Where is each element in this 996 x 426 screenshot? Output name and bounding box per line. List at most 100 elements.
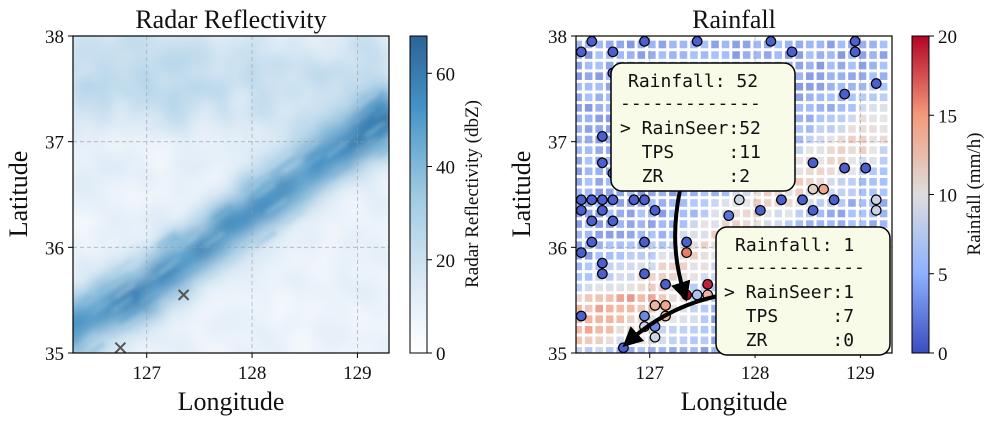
radar-streak (91, 298, 114, 315)
rainfall-grid-cell (721, 199, 730, 207)
rainfall-grid-cell (576, 72, 582, 80)
rainfall-grid-cell (576, 188, 582, 197)
rainfall-grid-cell (700, 241, 709, 250)
radar-echo-cell (260, 274, 281, 294)
rainfall-grid-cell (584, 230, 593, 239)
rainfall-grid-cell (576, 82, 582, 91)
rainfall-grid-cell (669, 273, 677, 281)
rainfall-grid-cell (690, 51, 698, 59)
rainfall-grid-cell (858, 156, 867, 165)
radar-streak (211, 204, 233, 222)
annotation-2-title: Rainfall: 1 (735, 235, 854, 256)
rainfall-grid-cell (576, 156, 582, 165)
rainfall-grid-cell (648, 251, 656, 260)
rainfall-grid-cell (605, 273, 614, 281)
rainfall-grid-cell (711, 199, 719, 207)
rainfall-grid-cell (669, 251, 677, 260)
y-tick-label: 38 (548, 27, 567, 48)
radar-streak (87, 273, 110, 290)
rainfall-grid-cell (816, 167, 825, 176)
rainfall-grid-cell (679, 199, 688, 207)
rainfall-grid-cell (869, 93, 877, 102)
rainfall-grid-cell (879, 135, 888, 144)
rainfall-grid-cell (669, 347, 677, 353)
rainfall-grid-cell (616, 262, 625, 271)
radar-streak (76, 332, 99, 349)
radar-streak (139, 287, 162, 304)
colorbar-tick-label: 20 (436, 251, 455, 272)
rainfall-grid-cell (763, 51, 772, 59)
rainfall-grid-cell (795, 220, 804, 228)
rainfall-grid-cell (848, 72, 856, 80)
rainfall-grid-cell (584, 135, 593, 144)
rainfall-grid-cell (690, 230, 698, 239)
rainfall-grid-cell (711, 251, 719, 260)
rainfall-grid-cell (700, 51, 709, 59)
rainfall-grid-cell (858, 104, 867, 112)
radar-streak (356, 91, 379, 109)
rainfall-grid-cell (837, 125, 846, 133)
rainfall-grid-cell (584, 273, 593, 281)
annotation-box-1: Rainfall: 52 ------------- > RainSeer:52… (610, 62, 796, 192)
rainfall-grid-cell (584, 104, 593, 112)
rainfall-grid-cell (690, 325, 698, 334)
rainfall-grid-cell (679, 347, 688, 353)
rainfall-grid-cell (616, 188, 625, 197)
rainfall-station (576, 247, 587, 259)
radar-streaks (73, 91, 389, 353)
rainfall-grid-cell (669, 220, 677, 228)
rainfall-grid-cell (711, 347, 719, 353)
rainfall-grid-cell (732, 51, 740, 59)
rainfall-grid-cell (669, 325, 677, 334)
radar-streak (85, 341, 104, 353)
rainfall-station (776, 194, 787, 206)
rainfall-grid-cell (669, 304, 677, 313)
annotation-1-row-3: ZR :2 (620, 166, 750, 187)
rainfall-grid-cell (584, 167, 593, 176)
rainfall-station (649, 300, 661, 311)
rainfall-grid-cell (763, 220, 772, 228)
rainfall-grid-cell (827, 40, 835, 49)
rainfall-station (639, 194, 650, 206)
rainfall-grid-cell (626, 262, 635, 271)
rainfall-grid-cell (816, 146, 825, 154)
rainfall-grid-cell (837, 104, 846, 112)
rainfall-grid-cell (753, 188, 761, 197)
rainfall-grid-cell (869, 146, 877, 154)
radar-marker-x (114, 342, 127, 353)
radar-echo-cell (109, 181, 132, 204)
radar-streak (168, 283, 190, 301)
rainfall-grid-cell (858, 82, 867, 91)
rainfall-station (576, 46, 587, 58)
annotation-2-row-3: ZR :0 (724, 330, 854, 351)
radar-streak (299, 138, 322, 156)
rainfall-grid-cell (584, 156, 593, 165)
rainfall-station (586, 36, 598, 47)
rainfall-grid-cell (806, 199, 814, 207)
rainfall-grid-cell (669, 262, 677, 271)
rainfall-grid-cell (605, 93, 614, 102)
rainfall-grid-cell (711, 188, 719, 197)
rainfall-grid-cell (679, 325, 688, 334)
rainfall-grid-cell (595, 241, 603, 250)
rainfall-grid-cell (576, 104, 582, 112)
rainfall-grid-cell (584, 114, 593, 123)
rainfall-grid-cell (669, 336, 677, 345)
rainfall-grid-cell (858, 146, 867, 154)
rainfall-grid-cell (576, 347, 582, 353)
rainfall-grid-cell (837, 188, 846, 197)
rainfall-station (723, 210, 735, 222)
rainfall-grid-cell (584, 294, 593, 302)
rainfall-grid-cell (827, 188, 835, 197)
rainfall-grid-cell (700, 315, 709, 323)
radar-echo-blobs (73, 36, 389, 353)
rainfall-station (818, 183, 829, 195)
rainfall-grid-cell (742, 209, 751, 218)
radar-markers (114, 289, 190, 353)
rainfall-grid-cell (848, 135, 856, 144)
rainfall-grid-cell (679, 230, 688, 239)
rainfall-station (849, 36, 861, 47)
rainfall-grid-cell (637, 347, 646, 353)
rainfall-grid-cell (626, 40, 635, 49)
annotation-arrow-1 (671, 189, 691, 302)
